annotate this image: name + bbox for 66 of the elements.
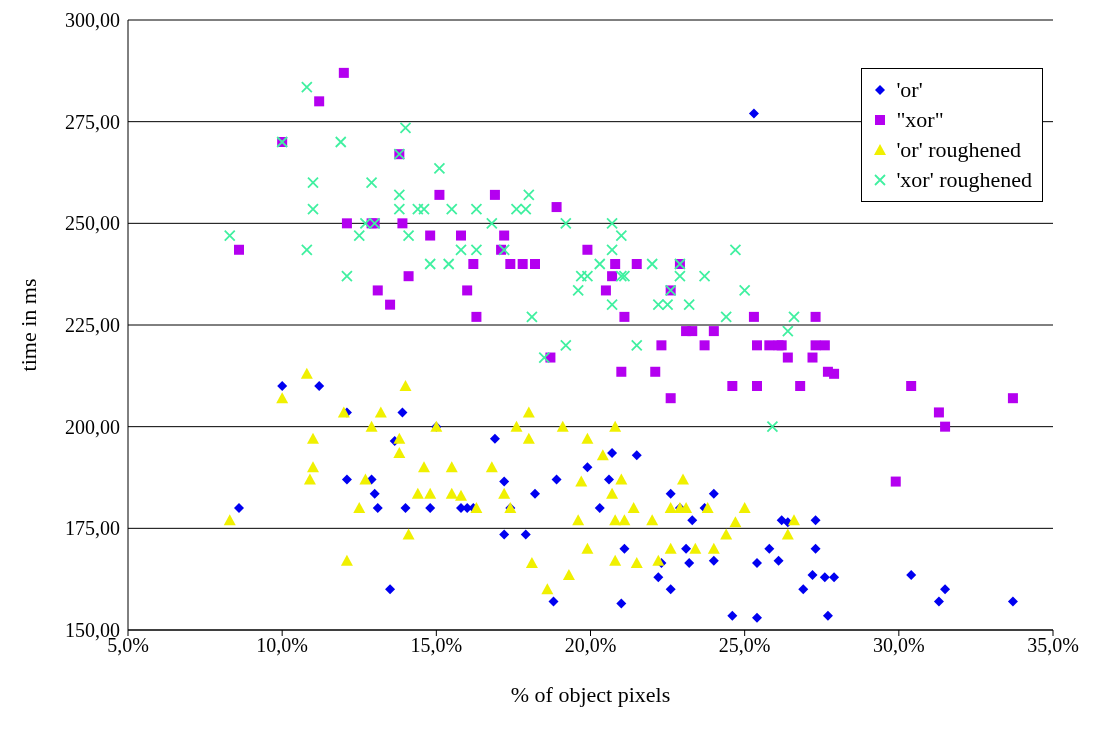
point: [593, 258, 606, 270]
point: [581, 270, 594, 283]
point: [445, 203, 458, 215]
point: [572, 284, 585, 297]
point: [788, 310, 800, 323]
y-axis-title: time in ms: [15, 278, 41, 372]
point: [683, 298, 696, 311]
point: [424, 258, 437, 270]
point: [393, 188, 406, 201]
point: [300, 81, 313, 93]
point: [411, 203, 424, 215]
point: [781, 325, 794, 337]
point: [559, 217, 572, 230]
point: [307, 176, 319, 189]
point: [399, 121, 412, 134]
point: [442, 258, 455, 270]
point: [698, 270, 711, 283]
point: [615, 229, 628, 242]
point: [365, 176, 378, 189]
point: [674, 270, 686, 283]
point: [559, 339, 572, 352]
point: [334, 136, 347, 148]
y-tick-label: 175,00: [65, 517, 120, 540]
point: [606, 298, 618, 311]
y-tick-label: 250,00: [65, 212, 120, 235]
point: [606, 243, 618, 256]
x-tick-label: 25,0%: [718, 634, 771, 657]
x-tick-label: 20,0%: [564, 634, 617, 657]
point: [606, 217, 618, 230]
legend-label: 'or': [896, 76, 923, 104]
legend-label: 'or' roughened: [896, 136, 1021, 164]
point: [433, 162, 446, 175]
point: [341, 270, 353, 283]
point: [353, 229, 366, 242]
point: [470, 243, 483, 256]
point: [538, 351, 551, 364]
point: [720, 310, 733, 323]
point: [418, 203, 430, 215]
point: [646, 258, 659, 270]
point: [485, 217, 498, 230]
point: [470, 203, 483, 215]
y-tick-label: 200,00: [65, 415, 120, 438]
point: [402, 229, 415, 242]
point: [729, 243, 742, 256]
point: [498, 243, 511, 256]
x-tick-label: 30,0%: [873, 634, 925, 657]
legend-label: "xor": [896, 106, 944, 134]
legend-label: 'xor' roughened: [896, 166, 1032, 194]
point: [575, 270, 588, 283]
x-tick-label: 10,0%: [256, 634, 308, 657]
point: [526, 310, 538, 323]
point: [307, 203, 319, 215]
point: [630, 339, 643, 352]
point: [300, 243, 313, 256]
y-tick-label: 225,00: [65, 314, 120, 337]
x-tick-label: 15,0%: [410, 634, 463, 657]
y-tick-label: 275,00: [65, 110, 120, 133]
y-tick-label: 300,00: [65, 9, 120, 32]
point: [738, 284, 751, 297]
point: [223, 229, 236, 242]
point: [522, 188, 535, 201]
x-tick-label: 35,0%: [1027, 634, 1079, 657]
point: [766, 420, 779, 433]
x-axis-title: % of object pixels: [510, 682, 671, 707]
point: [455, 243, 467, 256]
point: [393, 203, 406, 215]
